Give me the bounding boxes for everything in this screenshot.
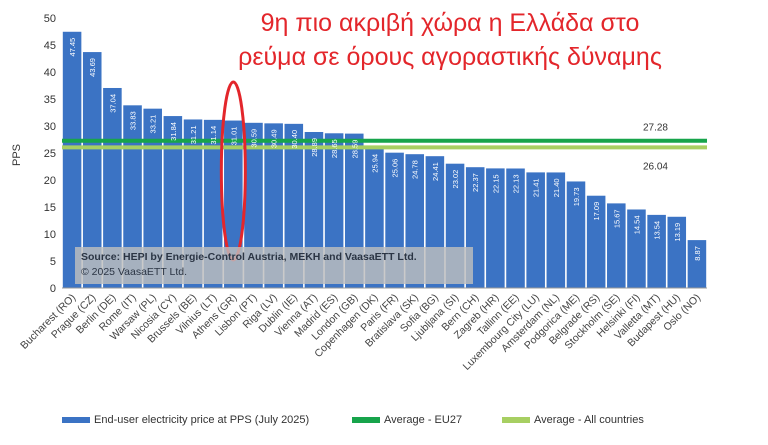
y-tick-label: 30 bbox=[44, 121, 56, 133]
headline-line-1: 9η πιο ακριβή χώρα η Ελλάδα στο bbox=[260, 9, 640, 37]
y-tick-label: 20 bbox=[44, 175, 56, 187]
bar-32 bbox=[687, 240, 707, 288]
source-text: Source: HEPI by Energie-Control Austria,… bbox=[81, 251, 417, 263]
value-label: 14.54 bbox=[632, 215, 641, 234]
bar-24 bbox=[526, 172, 545, 288]
value-label: 43.69 bbox=[88, 58, 97, 77]
value-label: 30.40 bbox=[290, 130, 299, 149]
value-label: 15.67 bbox=[612, 209, 621, 228]
value-label: 19.73 bbox=[572, 187, 581, 206]
bar-22 bbox=[486, 168, 505, 288]
value-label: 33.21 bbox=[149, 115, 158, 134]
value-label: 28.89 bbox=[310, 138, 319, 157]
y-tick-label: 15 bbox=[44, 202, 56, 214]
value-label: 23.02 bbox=[451, 170, 460, 189]
legend-label-all: Average - All countries bbox=[534, 414, 644, 426]
value-label: 25.06 bbox=[391, 159, 400, 178]
value-label: 30.59 bbox=[249, 129, 258, 148]
value-label: 28.65 bbox=[330, 139, 339, 158]
bar-30 bbox=[647, 214, 666, 288]
value-label: 22.15 bbox=[491, 174, 500, 193]
value-label: 24.41 bbox=[431, 162, 440, 181]
value-label: 31.01 bbox=[229, 127, 238, 146]
source-note: Source: HEPI by Energie-Control Austria,… bbox=[75, 247, 473, 284]
bar-2 bbox=[82, 52, 102, 288]
bar-1 bbox=[62, 31, 82, 289]
y-axis-label: PPS bbox=[11, 144, 23, 166]
value-label: 21.40 bbox=[552, 178, 561, 197]
legend-swatch-eu27 bbox=[352, 417, 380, 423]
headline-line-2: ρεύμα σε όρους αγοραστικής δύναμης bbox=[238, 43, 662, 71]
value-label: 24.78 bbox=[411, 160, 420, 179]
bar-28 bbox=[607, 203, 626, 288]
value-label: 47.45 bbox=[68, 38, 77, 57]
value-label: 21.41 bbox=[532, 178, 541, 197]
bar-3 bbox=[103, 87, 122, 288]
bar-11 bbox=[264, 123, 283, 288]
y-tick-label: 25 bbox=[44, 148, 56, 160]
y-tick-label: 35 bbox=[44, 94, 56, 106]
y-tick-label: 0 bbox=[50, 283, 56, 295]
reference-label-all: 26.04 bbox=[643, 161, 668, 172]
value-label: 13.19 bbox=[673, 223, 682, 242]
y-tick-label: 10 bbox=[44, 229, 56, 241]
bar-25 bbox=[546, 172, 566, 288]
bar-27 bbox=[586, 195, 606, 288]
value-label: 33.83 bbox=[129, 111, 138, 130]
bar-12 bbox=[284, 123, 304, 288]
bar-23 bbox=[506, 168, 525, 288]
bar-7 bbox=[183, 119, 203, 288]
value-label: 22.37 bbox=[471, 173, 480, 192]
legend-item-eu27: Average - EU27 bbox=[352, 414, 462, 426]
value-label: 28.59 bbox=[350, 140, 359, 159]
bar-29 bbox=[627, 209, 646, 288]
legend-label-eu27: Average - EU27 bbox=[384, 414, 463, 426]
value-label: 37.04 bbox=[108, 94, 117, 113]
y-tick-label: 40 bbox=[44, 67, 56, 79]
legend-swatch-bars bbox=[62, 417, 90, 423]
value-label: 31.21 bbox=[189, 125, 198, 144]
value-label: 17.09 bbox=[592, 202, 601, 221]
value-label: 13.54 bbox=[653, 221, 662, 240]
bar-31 bbox=[667, 216, 687, 288]
bar-6 bbox=[163, 116, 183, 289]
copyright-text: © 2025 VaasaETT Ltd. bbox=[81, 266, 187, 278]
bar-4 bbox=[123, 105, 142, 289]
y-tick-label: 5 bbox=[50, 256, 56, 268]
value-label: 22.13 bbox=[512, 174, 521, 193]
value-label: 25.94 bbox=[370, 154, 379, 173]
y-tick-label: 45 bbox=[44, 40, 56, 52]
bar-5 bbox=[143, 108, 162, 288]
value-label: 31.84 bbox=[169, 122, 178, 141]
value-label: 30.49 bbox=[270, 129, 279, 148]
bar-9 bbox=[224, 120, 243, 289]
bar-10 bbox=[244, 122, 263, 289]
legend-item-all: Average - All countries bbox=[502, 414, 644, 426]
headline: 9η πιο ακριβή χώρα η Ελλάδα στο ρεύμα σε… bbox=[200, 6, 700, 74]
y-tick-label: 50 bbox=[44, 13, 56, 25]
bar-26 bbox=[566, 181, 586, 288]
value-label: 8.87 bbox=[693, 246, 702, 261]
bar-8 bbox=[203, 119, 223, 289]
value-label: 31.14 bbox=[209, 126, 218, 145]
legend-item-bars: End-user electricity price at PPS (July … bbox=[62, 414, 309, 426]
legend-label-bars: End-user electricity price at PPS (July … bbox=[94, 414, 310, 426]
reference-label-eu27: 27.28 bbox=[643, 123, 668, 134]
legend-swatch-all bbox=[502, 417, 530, 423]
